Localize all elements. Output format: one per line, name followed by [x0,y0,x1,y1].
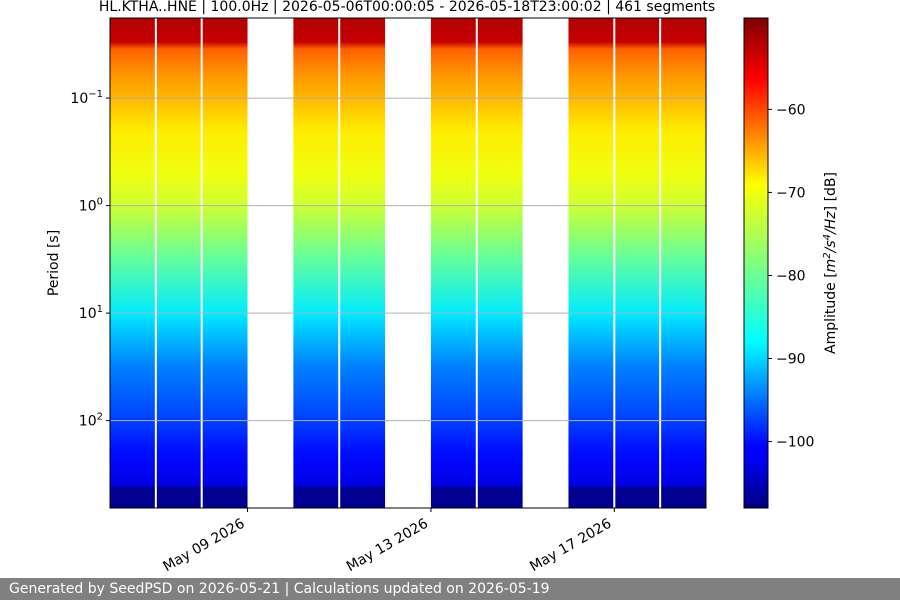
footer-credit: Generated by SeedPSD on 2026-05-21 | Cal… [0,578,900,600]
y-tick-label: 100 [79,197,103,215]
y-axis-ticks: 10−1 100 101 102 [70,89,110,430]
colorbar-tick-label: −60 [776,102,806,118]
daily-gap-line [200,18,203,508]
chart-title: HL.KTHA..HNE | 100.0Hz | 2026-05-06T00:0… [99,0,715,15]
daily-gap-line [475,18,478,508]
y-axis-label: Period [s] [46,230,62,296]
psd-spectrogram-chart: HL.KTHA..HNE | 100.0Hz | 2026-05-06T00:0… [46,0,839,576]
y-tick-label: 10−1 [70,89,103,107]
y-tick-label: 101 [79,304,103,322]
plot-area [109,17,707,509]
x-tick-label: May 09 2026 [160,516,247,576]
daily-gap-line [613,18,616,508]
y-tick-label: 102 [79,412,103,430]
data-gap [385,18,431,508]
colorbar-tick-label: −100 [776,435,814,451]
daily-gap-line [154,18,157,508]
colorbar: −100 −90 −80 −70 −60 Amplitude [m2/s4/Hz] [d… [743,17,839,509]
colorbar-ticks: −100 −90 −80 −70 −60 [768,102,814,451]
daily-gap-line [659,18,662,508]
colorbar-label: Amplitude [m2/s4/Hz] [dB] [822,172,839,354]
colorbar-gradient [743,17,769,509]
plot-frame [109,17,707,509]
x-tick-label: May 13 2026 [344,516,431,576]
x-axis-ticks: May 09 2026 May 13 2026 May 17 2026 [160,508,615,576]
colorbar-tick-label: −70 [776,185,806,201]
colorbar-tick-label: −80 [776,268,806,284]
colorbar-tick-label: −90 [776,352,806,368]
daily-gap-line [338,18,341,508]
x-tick-label: May 17 2026 [527,516,614,576]
data-gap [247,18,294,508]
data-gap [522,18,569,508]
